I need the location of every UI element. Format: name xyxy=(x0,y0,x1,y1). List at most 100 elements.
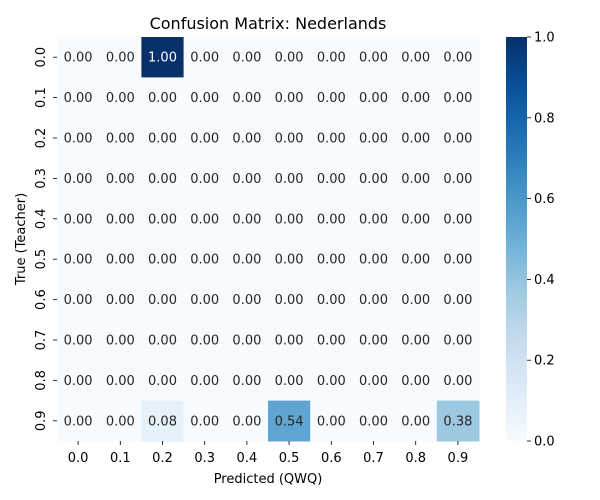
cell-value-label: 0.00 xyxy=(317,91,346,106)
x-tick-label: 0.6 xyxy=(321,451,342,466)
cell-value-label: 0.00 xyxy=(190,253,219,268)
cell-value-label: 0.00 xyxy=(359,132,388,147)
heatmap-cell xyxy=(225,239,269,280)
cell-value-label: 0.00 xyxy=(443,172,472,187)
heatmap-cell xyxy=(352,198,396,240)
cell-value-label: 0.00 xyxy=(401,414,430,429)
y-tick-label: 0.9 xyxy=(34,410,49,431)
heatmap-cell xyxy=(57,77,100,119)
heatmap-cell xyxy=(436,360,480,402)
cell-value-label: 0.00 xyxy=(443,212,472,227)
heatmap-cell xyxy=(310,400,353,442)
cell-value-label: 0.00 xyxy=(317,132,346,147)
heatmap-cell xyxy=(99,37,142,78)
heatmap-cell xyxy=(57,37,100,78)
heatmap-cell xyxy=(436,158,480,200)
cell-value-label: 0.00 xyxy=(359,414,388,429)
cell-value-label: 0.38 xyxy=(443,414,472,429)
cell-value-label: 0.00 xyxy=(275,51,304,66)
heatmap-cell xyxy=(99,319,142,361)
cell-value-label: 0.00 xyxy=(190,51,219,66)
heatmap-cell xyxy=(268,239,311,280)
cell-value-label: 0.00 xyxy=(64,212,93,227)
heatmap-cell xyxy=(225,198,269,240)
colorbar-tick-label: 0.0 xyxy=(534,435,555,450)
y-tick-label: 0.2 xyxy=(34,128,49,149)
x-tick-label: 0.3 xyxy=(194,451,215,466)
heatmap-cell xyxy=(141,279,185,321)
cell-value-label: 0.00 xyxy=(190,414,219,429)
x-axis: 0.0 0.1 0.2 0.3 0.4 0.5 0.6 0.7 0.8 0.9 xyxy=(68,441,468,466)
heatmap-cell xyxy=(99,198,142,240)
cell-value-label: 0.00 xyxy=(401,334,430,349)
cell-value-label: 0.00 xyxy=(106,91,135,106)
cell-value-label: 0.00 xyxy=(190,212,219,227)
y-tick-label: 0.6 xyxy=(34,289,49,310)
heatmap-cell xyxy=(57,239,100,280)
cell-value-label: 0.00 xyxy=(190,374,219,389)
cell-value-label: 0.00 xyxy=(275,91,304,106)
cell-value-label: 0.00 xyxy=(232,172,261,187)
cell-value-label: 0.00 xyxy=(359,91,388,106)
heatmap-cell xyxy=(141,239,185,280)
cell-value-label: 0.00 xyxy=(275,334,304,349)
heatmap-cell xyxy=(310,360,353,402)
heatmap-cell xyxy=(225,360,269,402)
cell-value-label: 0.00 xyxy=(148,334,177,349)
y-axis: 0.0 0.1 0.2 0.3 0.4 0.5 0.6 0.7 0.8 0.9 xyxy=(34,47,57,431)
heatmap-cell xyxy=(310,117,353,159)
cell-value-label: 0.00 xyxy=(443,253,472,268)
cell-value-label: 0.00 xyxy=(401,91,430,106)
cell-value-label: 0.00 xyxy=(106,212,135,227)
heatmap-cell xyxy=(141,319,185,361)
cell-value-label: 0.00 xyxy=(275,253,304,268)
heatmap-cell xyxy=(436,239,480,280)
heatmap-cell xyxy=(183,319,227,361)
heatmap-cell xyxy=(352,158,396,200)
heatmap-cell xyxy=(268,117,311,159)
cell-value-label: 0.00 xyxy=(64,132,93,147)
heatmap-cell xyxy=(225,158,269,200)
colorbar-tick-label: 1.0 xyxy=(534,31,555,46)
x-tick-label: 0.1 xyxy=(110,451,131,466)
cell-value-label: 0.00 xyxy=(401,212,430,227)
heatmap-cell xyxy=(394,117,438,159)
heatmap-cell xyxy=(268,360,311,402)
heatmap-cell xyxy=(310,198,353,240)
heatmap-cell xyxy=(141,198,185,240)
cell-value-label: 0.00 xyxy=(401,253,430,268)
cell-value-label: 0.00 xyxy=(401,374,430,389)
heatmap-cell xyxy=(183,158,227,200)
cell-value-label: 1.00 xyxy=(148,51,177,66)
heatmap-cell xyxy=(352,319,396,361)
y-tick-label: 0.7 xyxy=(34,330,49,351)
cell-value-label: 0.00 xyxy=(190,172,219,187)
heatmap-cell xyxy=(394,158,438,200)
heatmap-cell xyxy=(352,360,396,402)
heatmap-cell xyxy=(352,279,396,321)
heatmap-cell xyxy=(141,117,185,159)
heatmap-grid: 0.00 0.00 1.00 0.00 0.00 0.00 0.00 0.00 0.00 0.00… xyxy=(57,37,480,442)
cell-value-label: 0.00 xyxy=(443,334,472,349)
heatmap-cell xyxy=(141,400,185,442)
cell-value-label: 0.00 xyxy=(190,334,219,349)
cell-value-label: 0.00 xyxy=(106,172,135,187)
cell-value-label: 0.00 xyxy=(64,414,93,429)
cell-value-label: 0.00 xyxy=(275,212,304,227)
heatmap-cell xyxy=(394,319,438,361)
heatmap-cell xyxy=(436,37,480,78)
heatmap-cell xyxy=(394,400,438,442)
heatmap-cell xyxy=(99,77,142,119)
cell-value-label: 0.00 xyxy=(64,172,93,187)
cell-value-label: 0.00 xyxy=(359,293,388,308)
cell-value-label: 0.00 xyxy=(232,51,261,66)
colorbar-tick-label: 0.2 xyxy=(534,354,555,369)
heatmap-cell xyxy=(310,158,353,200)
heatmap-cell xyxy=(310,239,353,280)
y-tick-label: 0.3 xyxy=(34,168,49,189)
heatmap-cell xyxy=(310,37,353,78)
heatmap-cell xyxy=(268,279,311,321)
heatmap-cell xyxy=(141,77,185,119)
heatmap-cell xyxy=(352,400,396,442)
y-tick-label: 0.1 xyxy=(34,87,49,108)
